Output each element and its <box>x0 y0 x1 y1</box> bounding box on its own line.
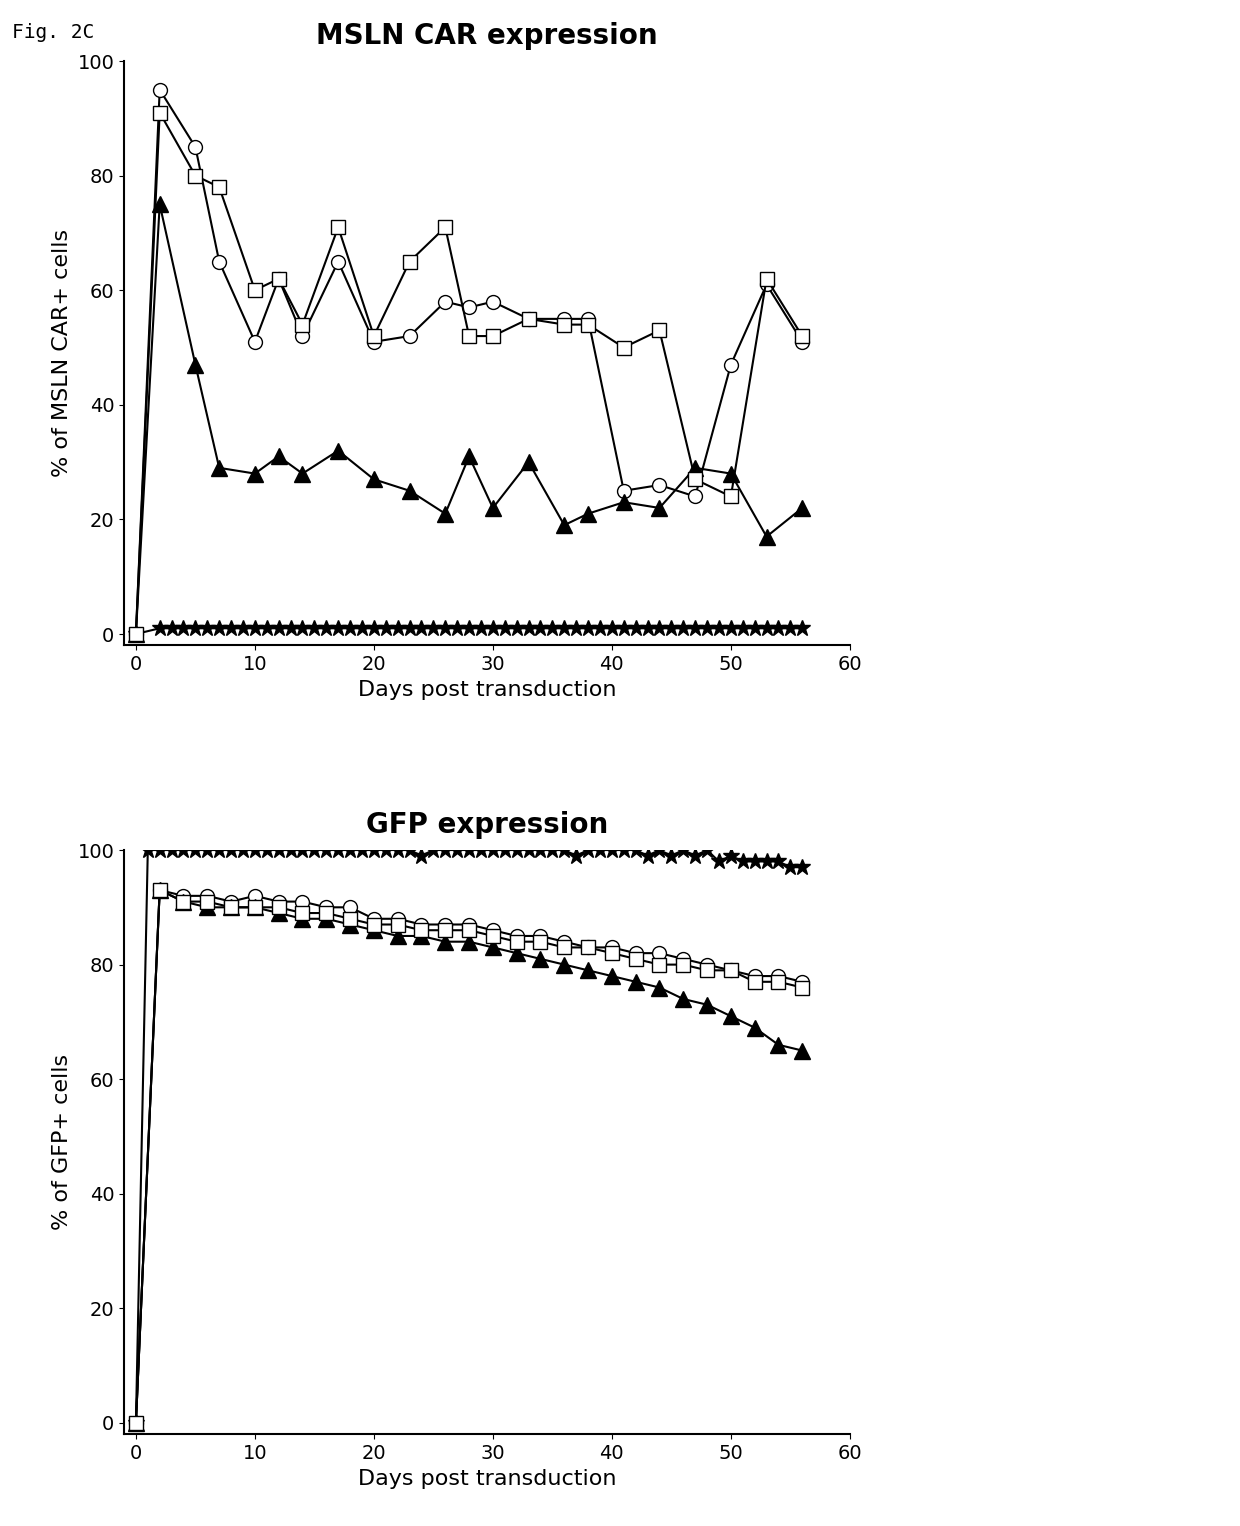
X-axis label: Days post transduction: Days post transduction <box>357 1468 616 1489</box>
Y-axis label: % of GFP+ cells: % of GFP+ cells <box>52 1054 72 1230</box>
Text: Fig. 2C: Fig. 2C <box>12 23 94 41</box>
X-axis label: Days post transduction: Days post transduction <box>357 679 616 700</box>
Legend: Mock (GFP), 501(28H)28z, 503(28H)28z, C2G4(28H)28z: Mock (GFP), 501(28H)28z, 503(28H)28z, C2… <box>946 1074 1157 1210</box>
Title: GFP expression: GFP expression <box>366 812 608 839</box>
Y-axis label: % of MSLN CAR+ cells: % of MSLN CAR+ cells <box>52 229 72 478</box>
Legend: Mock (GFP), 501(28H)28z, 503(28H)28z, C2G4(28H)28z: Mock (GFP), 501(28H)28z, 503(28H)28z, C2… <box>946 285 1157 421</box>
Title: MSLN CAR expression: MSLN CAR expression <box>316 23 657 50</box>
